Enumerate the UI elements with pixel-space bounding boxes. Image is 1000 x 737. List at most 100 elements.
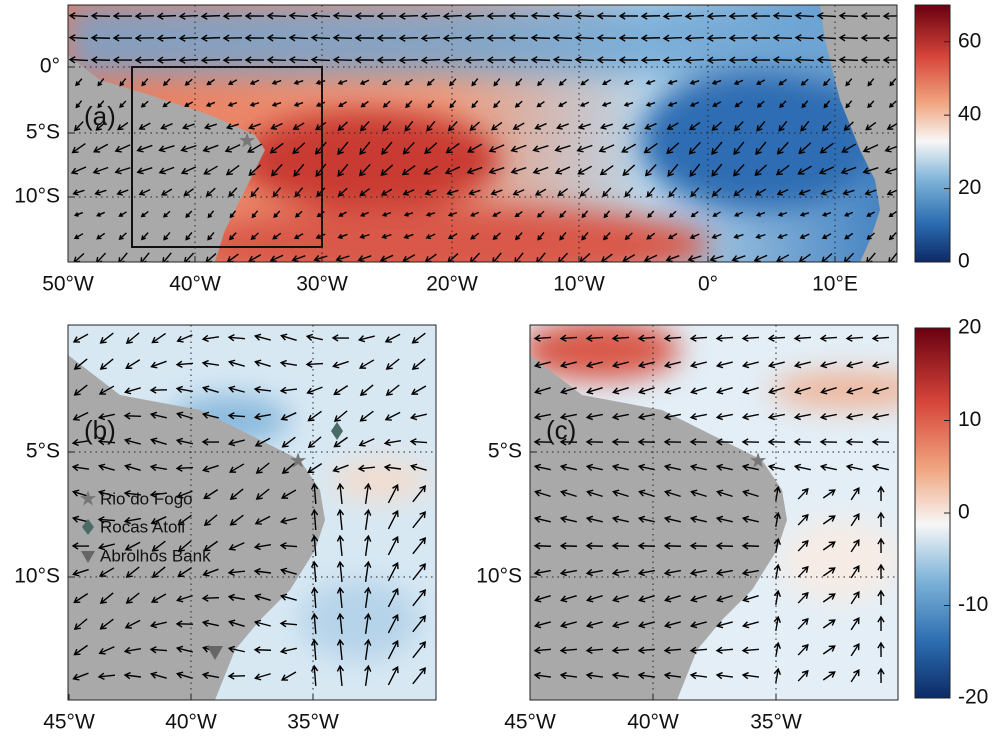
velocity-arrow (663, 361, 681, 369)
velocity-arrow (250, 187, 260, 198)
velocity-arrow (767, 412, 785, 421)
x-tick-label: 40°W (165, 711, 217, 734)
velocity-arrow (420, 56, 441, 64)
velocity-arrow (510, 144, 527, 153)
velocity-arrow (768, 386, 785, 395)
velocity-arrow (665, 255, 680, 262)
velocity-arrow (183, 188, 194, 197)
velocity-arrow (151, 540, 166, 552)
velocity-arrow (149, 646, 168, 654)
velocity-arrow (822, 567, 836, 577)
velocity-arrow (177, 540, 192, 553)
velocity-arrow (533, 438, 552, 446)
velocity-arrow (689, 646, 708, 654)
velocity-arrow (253, 412, 271, 421)
velocity-arrow (358, 359, 375, 369)
velocity-arrow (97, 516, 116, 524)
velocity-arrow (611, 646, 630, 654)
velocity-arrow (800, 120, 810, 132)
velocity-arrow (95, 121, 107, 131)
velocity-arrow (354, 34, 375, 42)
velocity-arrow (138, 189, 151, 196)
velocity-arrow (424, 142, 438, 155)
velocity-arrow (471, 100, 479, 109)
velocity-arrow (515, 78, 523, 87)
velocity-arrow (689, 334, 708, 342)
velocity-arrow (530, 12, 551, 20)
velocity-arrow (250, 232, 259, 240)
velocity-arrow (379, 254, 394, 262)
velocity-arrow (332, 34, 353, 42)
velocity-arrow (821, 233, 832, 240)
velocity-arrow (383, 463, 402, 472)
velocity-arrow (225, 123, 239, 130)
velocity-arrow (225, 164, 240, 176)
velocity-arrow (585, 438, 604, 446)
velocity-arrow (449, 100, 457, 109)
velocity-arrow (185, 210, 193, 219)
velocity-arrow (359, 141, 371, 156)
velocity-arrow (778, 120, 788, 132)
velocity-arrow (888, 100, 897, 108)
velocity-arrow (360, 100, 369, 108)
velocity-arrow (732, 163, 745, 177)
velocity-arrow (425, 233, 436, 240)
velocity-arrow (249, 79, 260, 85)
velocity-arrow (364, 534, 372, 556)
velocity-arrow (411, 358, 426, 370)
velocity-arrow (248, 164, 262, 177)
velocity-arrow (464, 34, 485, 42)
velocity-arrow (470, 232, 480, 240)
velocity-arrow (664, 595, 681, 603)
velocity-arrow (585, 671, 604, 680)
velocity-arrow (288, 34, 309, 42)
velocity-arrow (688, 141, 701, 155)
velocity-arrow (643, 142, 658, 154)
velocity-arrow (68, 56, 89, 64)
velocity-arrow (574, 34, 595, 42)
velocity-arrow (715, 361, 733, 369)
y-tick-label: 10°S (14, 565, 60, 588)
velocity-arrow (150, 516, 167, 525)
velocity-arrow (175, 645, 193, 653)
velocity-arrow (741, 568, 759, 577)
velocity-arrow (420, 34, 441, 42)
velocity-arrow (229, 488, 244, 500)
velocity-arrow (364, 560, 372, 582)
velocity-arrow (207, 210, 215, 219)
velocity-arrow (206, 78, 215, 86)
velocity-arrow (149, 411, 167, 419)
velocity-arrow (644, 163, 657, 177)
velocity-arrow (182, 123, 195, 130)
velocity-arrow (603, 210, 611, 219)
velocity-arrow (773, 641, 782, 658)
velocity-arrow (71, 542, 90, 550)
velocity-arrow (409, 413, 427, 421)
velocity-arrow (364, 638, 372, 660)
velocity-arrow (254, 673, 271, 681)
velocity-arrow (611, 334, 630, 342)
velocity-arrow (860, 12, 881, 20)
velocity-arrow (444, 166, 461, 175)
velocity-arrow (533, 515, 551, 523)
velocity-arrow (731, 255, 746, 262)
velocity-arrow (845, 438, 864, 446)
velocity-arrow (244, 12, 265, 20)
velocity-arrow (754, 188, 767, 196)
velocity-arrow (294, 210, 303, 218)
velocity-arrow (612, 595, 629, 603)
velocity-arrow (733, 121, 744, 132)
velocity-arrow (469, 121, 480, 131)
legend-marker (82, 519, 94, 535)
velocity-arrow (637, 412, 655, 421)
velocity-arrow (177, 514, 192, 526)
velocity-arrow (644, 122, 657, 130)
velocity-arrow (772, 34, 793, 42)
velocity-arrow (618, 34, 639, 42)
site-marker (331, 422, 343, 440)
velocity-arrow (75, 100, 83, 109)
velocity-arrow (279, 542, 298, 550)
velocity-arrow (777, 212, 788, 217)
velocity-arrow (798, 142, 812, 155)
